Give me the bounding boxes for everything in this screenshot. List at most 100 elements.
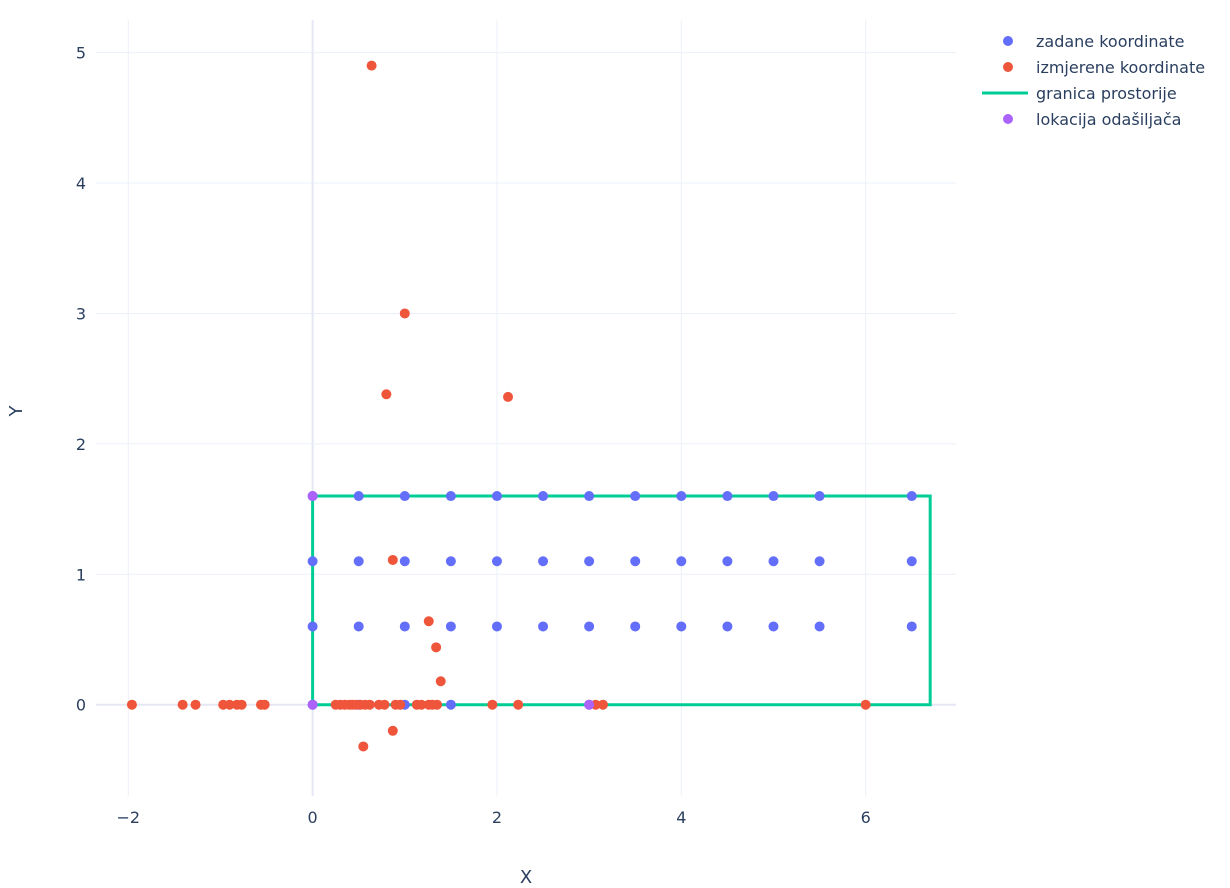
data-point[interactable] (503, 391, 514, 402)
data-point[interactable] (630, 491, 641, 502)
data-point[interactable] (538, 621, 549, 632)
data-point[interactable] (445, 491, 456, 502)
x-tick-label: 0 (308, 808, 318, 827)
data-point[interactable] (358, 741, 369, 752)
data-point[interactable] (768, 491, 779, 502)
data-point[interactable] (491, 556, 502, 567)
grid-layer (96, 20, 956, 796)
data-point[interactable] (722, 556, 733, 567)
y-axis-title: Y (6, 405, 27, 418)
series-layer (126, 60, 932, 752)
data-point[interactable] (364, 699, 375, 710)
x-tick-label: 6 (861, 808, 871, 827)
data-point[interactable] (379, 699, 390, 710)
legend-marker-swatch (1003, 62, 1013, 72)
y-tick-label: 3 (76, 304, 86, 323)
data-point[interactable] (423, 616, 434, 627)
legend-label: granica prostorije (1036, 84, 1177, 103)
tick-label-layer: −2 0 2 4 6 0 1 2 3 4 5 (76, 44, 871, 827)
data-point[interactable] (584, 621, 595, 632)
data-point[interactable] (395, 699, 406, 710)
x-tick-label: 4 (676, 808, 686, 827)
data-point[interactable] (676, 556, 687, 567)
x-axis-title: X (520, 867, 532, 884)
legend-label: lokacija odašiljača (1036, 110, 1181, 129)
data-point[interactable] (768, 621, 779, 632)
data-point[interactable] (630, 556, 641, 567)
data-point[interactable] (487, 699, 498, 710)
data-point[interactable] (445, 621, 456, 632)
data-point[interactable] (236, 699, 247, 710)
data-point[interactable] (814, 491, 825, 502)
data-point[interactable] (584, 491, 595, 502)
series-granica-prostorije (311, 494, 932, 707)
data-point[interactable] (435, 676, 446, 687)
data-point[interactable] (538, 556, 549, 567)
data-point[interactable] (513, 699, 524, 710)
y-tick-label: 2 (76, 435, 86, 454)
data-point[interactable] (126, 699, 137, 710)
data-point[interactable] (381, 389, 392, 400)
legend-label: zadane koordinate (1036, 32, 1184, 51)
series-lokacija-odašiljača (307, 491, 595, 710)
legend-item[interactable]: izmjerene koordinate (1003, 58, 1205, 77)
x-tick-label: 2 (492, 808, 502, 827)
data-point[interactable] (584, 556, 595, 567)
data-point[interactable] (399, 308, 410, 319)
data-point[interactable] (630, 621, 641, 632)
legend-marker-swatch (1003, 114, 1013, 124)
data-point[interactable] (431, 642, 442, 653)
data-point[interactable] (366, 60, 377, 71)
y-tick-label: 5 (76, 44, 86, 63)
data-point[interactable] (307, 556, 318, 567)
y-tick-label: 1 (76, 565, 86, 584)
legend[interactable]: zadane koordinate izmjerene koordinate gra… (982, 32, 1205, 129)
data-point[interactable] (432, 699, 443, 710)
data-point[interactable] (224, 699, 235, 710)
data-point[interactable] (190, 699, 201, 710)
data-point[interactable] (399, 621, 410, 632)
data-point[interactable] (259, 699, 270, 710)
data-point[interactable] (353, 621, 364, 632)
y-tick-label: 0 (76, 696, 86, 715)
data-point[interactable] (676, 621, 687, 632)
data-point[interactable] (906, 556, 917, 567)
data-point[interactable] (307, 621, 318, 632)
data-point[interactable] (307, 491, 318, 502)
data-point[interactable] (399, 491, 410, 502)
data-point[interactable] (768, 556, 779, 567)
data-point[interactable] (676, 491, 687, 502)
data-point[interactable] (491, 621, 502, 632)
data-point[interactable] (491, 491, 502, 502)
data-point[interactable] (416, 699, 427, 710)
data-point[interactable] (387, 554, 398, 565)
legend-item[interactable]: lokacija odašiljača (1003, 110, 1181, 129)
data-point[interactable] (538, 491, 549, 502)
data-point[interactable] (353, 556, 364, 567)
y-tick-label: 4 (76, 174, 86, 193)
legend-marker-swatch (1003, 36, 1013, 46)
legend-label: izmjerene koordinate (1036, 58, 1205, 77)
data-point[interactable] (584, 699, 595, 710)
series-zadane-koordinate (307, 491, 917, 710)
data-point[interactable] (387, 725, 398, 736)
data-point[interactable] (353, 491, 364, 502)
legend-item[interactable]: zadane koordinate (1003, 32, 1184, 51)
data-point[interactable] (860, 699, 871, 710)
series-izmjerene-koordinate (126, 60, 871, 752)
data-point[interactable] (814, 621, 825, 632)
data-point[interactable] (597, 699, 608, 710)
data-point[interactable] (722, 491, 733, 502)
data-point[interactable] (177, 699, 188, 710)
data-point[interactable] (307, 699, 318, 710)
data-point[interactable] (445, 556, 456, 567)
data-point[interactable] (906, 491, 917, 502)
data-point[interactable] (399, 556, 410, 567)
data-point[interactable] (722, 621, 733, 632)
data-point[interactable] (906, 621, 917, 632)
data-point[interactable] (814, 556, 825, 567)
legend-item[interactable]: granica prostorije (982, 84, 1177, 103)
data-point[interactable] (445, 699, 456, 710)
